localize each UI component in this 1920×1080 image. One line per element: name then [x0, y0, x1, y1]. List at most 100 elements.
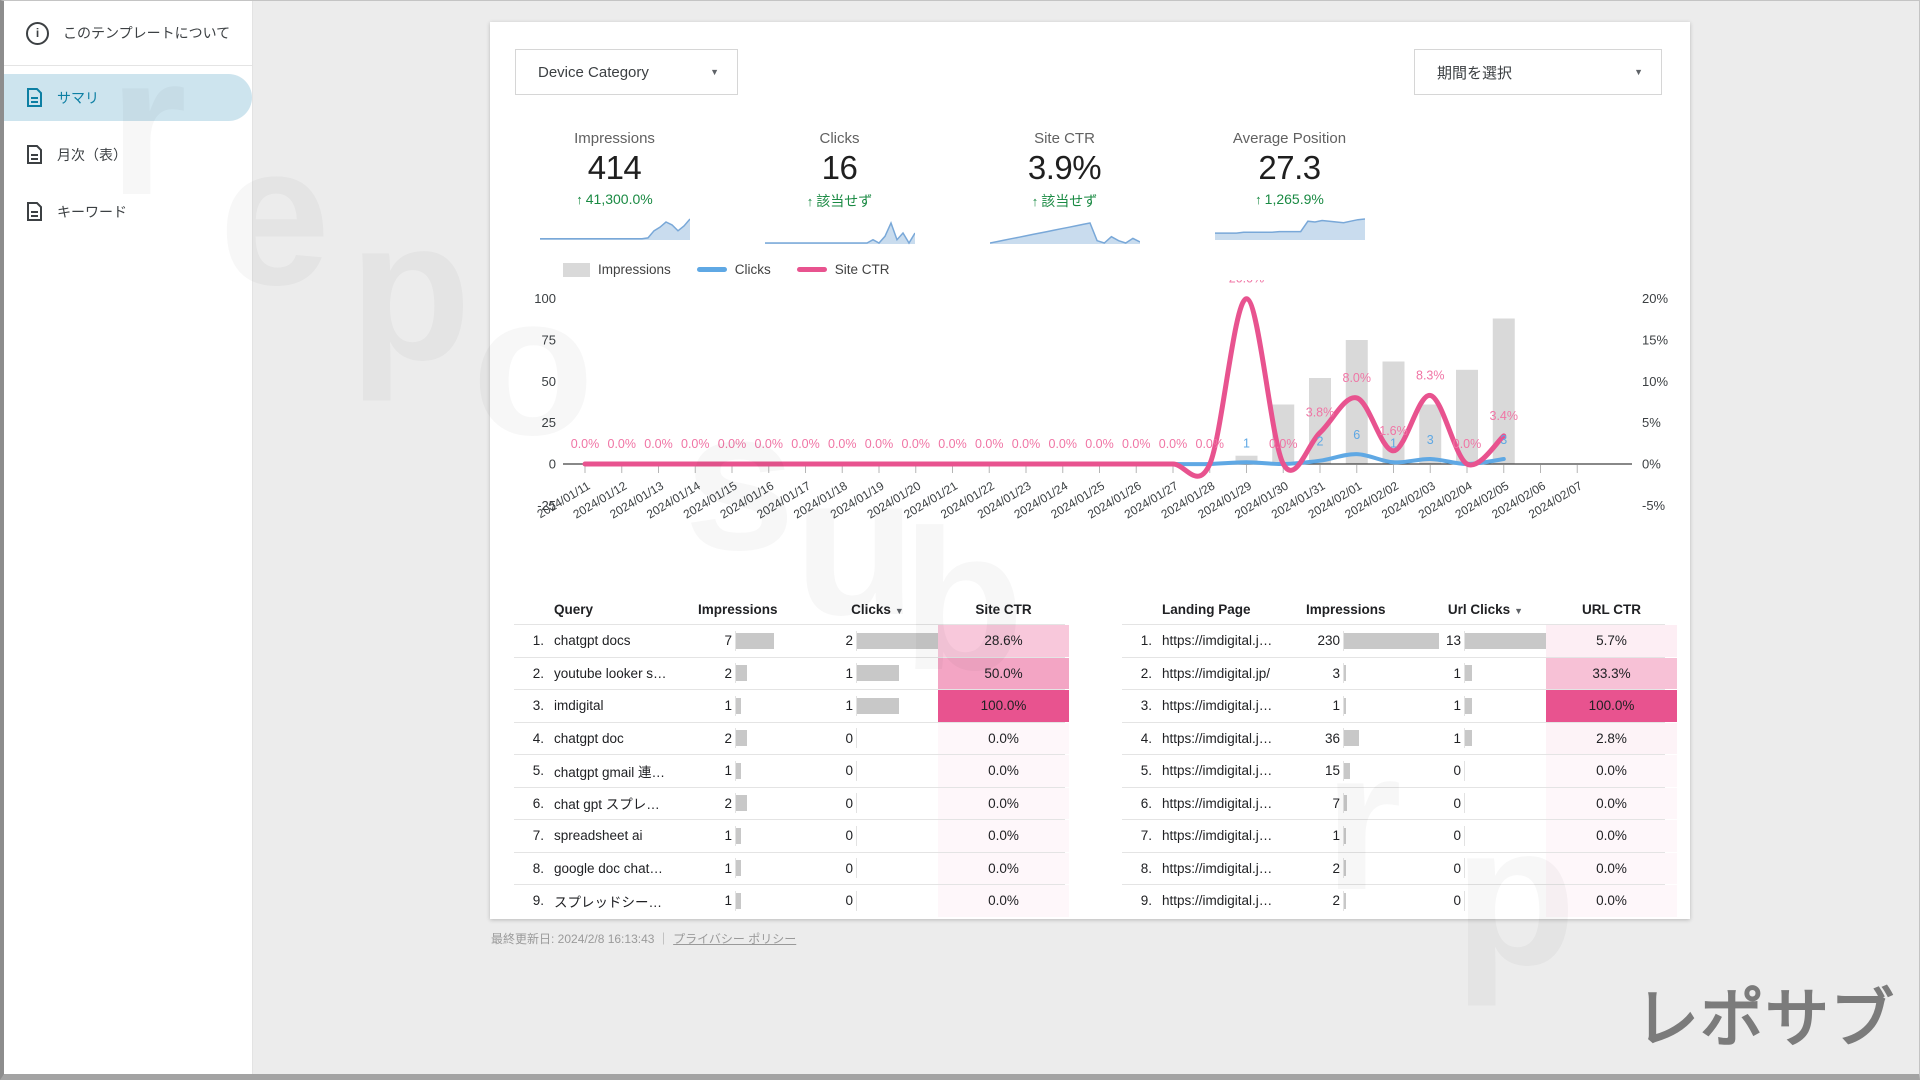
clicks-cell: 1: [1425, 728, 1546, 749]
impressions-bar: [1345, 340, 1368, 464]
row-name: chatgpt doc: [554, 730, 624, 746]
up-arrow-icon: ↑: [576, 192, 583, 207]
scorecard-delta: ↑ 1,265.9%: [1255, 191, 1324, 207]
row-rank: 8.: [532, 860, 544, 876]
legend-item-clicks: Clicks: [696, 262, 771, 277]
sidebar-about-template[interactable]: i このテンプレートについて: [4, 1, 252, 65]
impressions-cell: 2: [696, 663, 817, 684]
site-ctr-data-label: 0.0%: [571, 437, 600, 451]
line-swatch-icon: [696, 267, 727, 272]
ctr-heatmap-cell: 0.0%: [938, 787, 1069, 819]
row-name: https://imdigital.j…: [1162, 828, 1273, 844]
row-name: https://imdigital.j…: [1162, 763, 1273, 779]
site-ctr-data-label: 0.0%: [1196, 437, 1225, 451]
ctr-heatmap-cell: 0.0%: [938, 722, 1069, 754]
clicks-data-label: 1: [1390, 436, 1397, 450]
legend-label: Clicks: [734, 262, 771, 277]
scorecard-clicks: Clicks 16 ↑ 該当せず: [727, 120, 952, 250]
row-rank: 3.: [532, 698, 544, 714]
ctr-heatmap-cell: 0.0%: [938, 885, 1069, 917]
sparkline-svg: [1214, 218, 1365, 240]
column-header-landing-page: Landing Page: [1162, 601, 1251, 617]
chevron-down-icon: ▼: [1634, 67, 1643, 77]
column-header-query: Query: [554, 601, 594, 617]
up-arrow-icon: ↑: [1031, 194, 1039, 209]
site-ctr-data-label: 0.0%: [1269, 437, 1298, 451]
device-category-filter[interactable]: Device Category ▼: [515, 49, 738, 95]
left-axis-tick: 0: [549, 457, 556, 472]
table-row: 9. https://imdigital.j… 2 0 0.0%: [1122, 884, 1677, 917]
table-row: 7. https://imdigital.j… 1 0 0.0%: [1122, 819, 1677, 852]
impressions-mini-bar: [1344, 827, 1346, 844]
table-row: 8. google doc chat… 1 0 0.0%: [514, 851, 1069, 884]
privacy-policy-link[interactable]: プライバシー ポリシー: [673, 932, 797, 946]
clicks-cell: 1: [817, 663, 938, 684]
impressions-mini-bar: [1344, 762, 1351, 779]
site-ctr-data-label: 0.0%: [975, 437, 1004, 451]
clicks-cell: 13: [1425, 630, 1560, 651]
left-axis-tick: 75: [542, 333, 556, 348]
row-name: https://imdigital.j…: [1162, 893, 1273, 909]
scorecard-average-position: Average Position 27.3 ↑ 1,265.9%: [1177, 120, 1402, 250]
impressions-cell: 1: [696, 695, 817, 716]
row-rank: 8.: [1140, 860, 1152, 876]
bar-swatch-icon: [563, 262, 590, 277]
ctr-heatmap-cell: 100.0%: [1546, 690, 1677, 722]
site-ctr-data-label: 0.0%: [1049, 437, 1078, 451]
table-row: 2. https://imdigital.jp/3 1 33.3%: [1122, 656, 1677, 689]
right-axis-tick: 10%: [1642, 374, 1668, 389]
column-header-url-clicks-sorted[interactable]: Url Clicks ▼: [1447, 601, 1524, 617]
left-axis-tick: -25: [537, 498, 556, 513]
row-name: chatgpt docs: [554, 633, 631, 649]
column-header-url-ctr[interactable]: URL CTR: [1582, 601, 1641, 617]
row-rank: 6.: [1140, 795, 1152, 811]
document-icon: [26, 145, 43, 164]
ctr-heatmap-cell: 0.0%: [1546, 755, 1677, 787]
row-name: chatgpt gmail 連…: [554, 764, 666, 780]
clicks-cell: 0: [817, 793, 938, 814]
table-row: 5. https://imdigital.j… 15 0 0.0%: [1122, 754, 1677, 787]
column-header-clicks-sorted[interactable]: Clicks ▼: [851, 601, 904, 617]
sparkline-chart: [539, 215, 691, 246]
sidebar-item-label: 月次（表）: [57, 146, 127, 163]
clicks-data-label: 3: [1427, 433, 1434, 447]
clicks-mini-bar: [857, 665, 899, 682]
table-header-row: Landing Page Impressions Url Clicks ▼ URL…: [1122, 594, 1665, 624]
row-name: youtube looker s…: [554, 665, 667, 681]
scorecard-impressions: Impressions 414 ↑ 41,300.0%: [502, 120, 727, 250]
site-ctr-data-label: 0.0%: [608, 437, 637, 451]
sidebar-item-label: キーワード: [57, 203, 127, 220]
clicks-mini-bar: [1465, 632, 1560, 649]
footer-separator: ｜: [657, 932, 670, 946]
table-row: 1. chatgpt docs 7 2 28.6%: [514, 624, 1069, 657]
legend-label: Impressions: [598, 262, 671, 277]
clicks-data-label: 3: [1500, 433, 1507, 447]
impressions-mini-bar: [1344, 665, 1346, 682]
row-rank: 4.: [1140, 730, 1152, 746]
ctr-heatmap-cell: 0.0%: [1546, 852, 1677, 884]
ctr-heatmap-cell: 0.0%: [938, 820, 1069, 852]
impressions-mini-bar: [1344, 730, 1359, 747]
sidebar-item-keywords[interactable]: キーワード: [4, 188, 252, 235]
left-axis-tick: 100: [534, 291, 556, 306]
column-header-impressions[interactable]: Impressions: [698, 601, 778, 617]
sidebar-item-summary[interactable]: サマリ: [4, 74, 252, 121]
site-ctr-data-label: 0.0%: [865, 437, 894, 451]
column-header-impressions[interactable]: Impressions: [1306, 601, 1386, 617]
column-header-site-ctr[interactable]: Site CTR: [975, 601, 1032, 617]
table-row: 6. chat gpt スプレ… 2 0 0.0%: [514, 786, 1069, 819]
table-row: 6. https://imdigital.j… 7 0 0.0%: [1122, 786, 1677, 819]
row-name: https://imdigital.j…: [1162, 633, 1273, 649]
impressions-cell: 3: [1304, 663, 1425, 684]
date-range-picker[interactable]: 期間を選択 ▼: [1414, 49, 1662, 95]
document-icon: [26, 202, 43, 221]
right-axis-tick: 0%: [1642, 457, 1661, 472]
row-rank: 4.: [532, 730, 544, 746]
impressions-mini-bar: [736, 860, 742, 877]
site-ctr-data-label: 0.0%: [1085, 437, 1114, 451]
row-name: https://imdigital.j…: [1162, 860, 1273, 876]
sidebar-item-monthly[interactable]: 月次（表）: [4, 131, 252, 178]
ctr-heatmap-cell: 0.0%: [1546, 885, 1677, 917]
site-ctr-data-label: 0.0%: [644, 437, 673, 451]
impressions-cell: 2: [1304, 858, 1425, 879]
